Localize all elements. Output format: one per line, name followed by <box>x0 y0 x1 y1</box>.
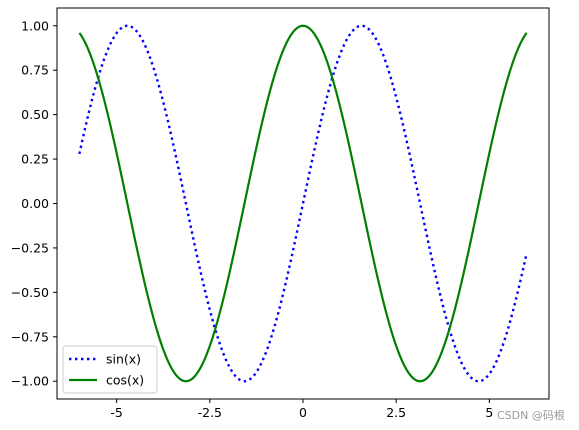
y-tick-label: 1.00 <box>21 18 49 33</box>
x-tick-label: -5 <box>110 405 122 420</box>
watermark-text: CSDN @码根 <box>497 408 565 422</box>
y-tick-label: −0.25 <box>11 240 49 255</box>
legend: sin(x) cos(x) <box>62 345 158 394</box>
legend-label-cos: cos(x) <box>106 373 144 388</box>
y-tick-label: 0.00 <box>21 196 49 211</box>
legend-label-sin: sin(x) <box>106 352 141 367</box>
axes: -5 -2.5 0 2.5 5 1.00 0.75 0.50 0.25 0.00 −0.25 −0.5… <box>11 7 550 420</box>
x-tick-label: 2.5 <box>386 405 406 420</box>
series-line-sin <box>78 24 528 383</box>
y-tick-label: 0.50 <box>21 107 49 122</box>
legend-box <box>62 345 158 394</box>
series-line-cos <box>78 24 528 383</box>
y-tick-label: −0.50 <box>11 285 49 300</box>
y-tick-label: 0.25 <box>21 152 49 167</box>
x-tick-label: 5 <box>485 405 493 420</box>
y-tick-label: −1.00 <box>11 374 49 389</box>
x-tick-label: -2.5 <box>198 405 222 420</box>
x-tick-label: 0 <box>299 405 307 420</box>
plot-area <box>78 24 528 383</box>
y-tick-label: −0.75 <box>11 329 49 344</box>
y-tick-label: 0.75 <box>21 63 49 78</box>
axes-frame <box>56 7 550 400</box>
